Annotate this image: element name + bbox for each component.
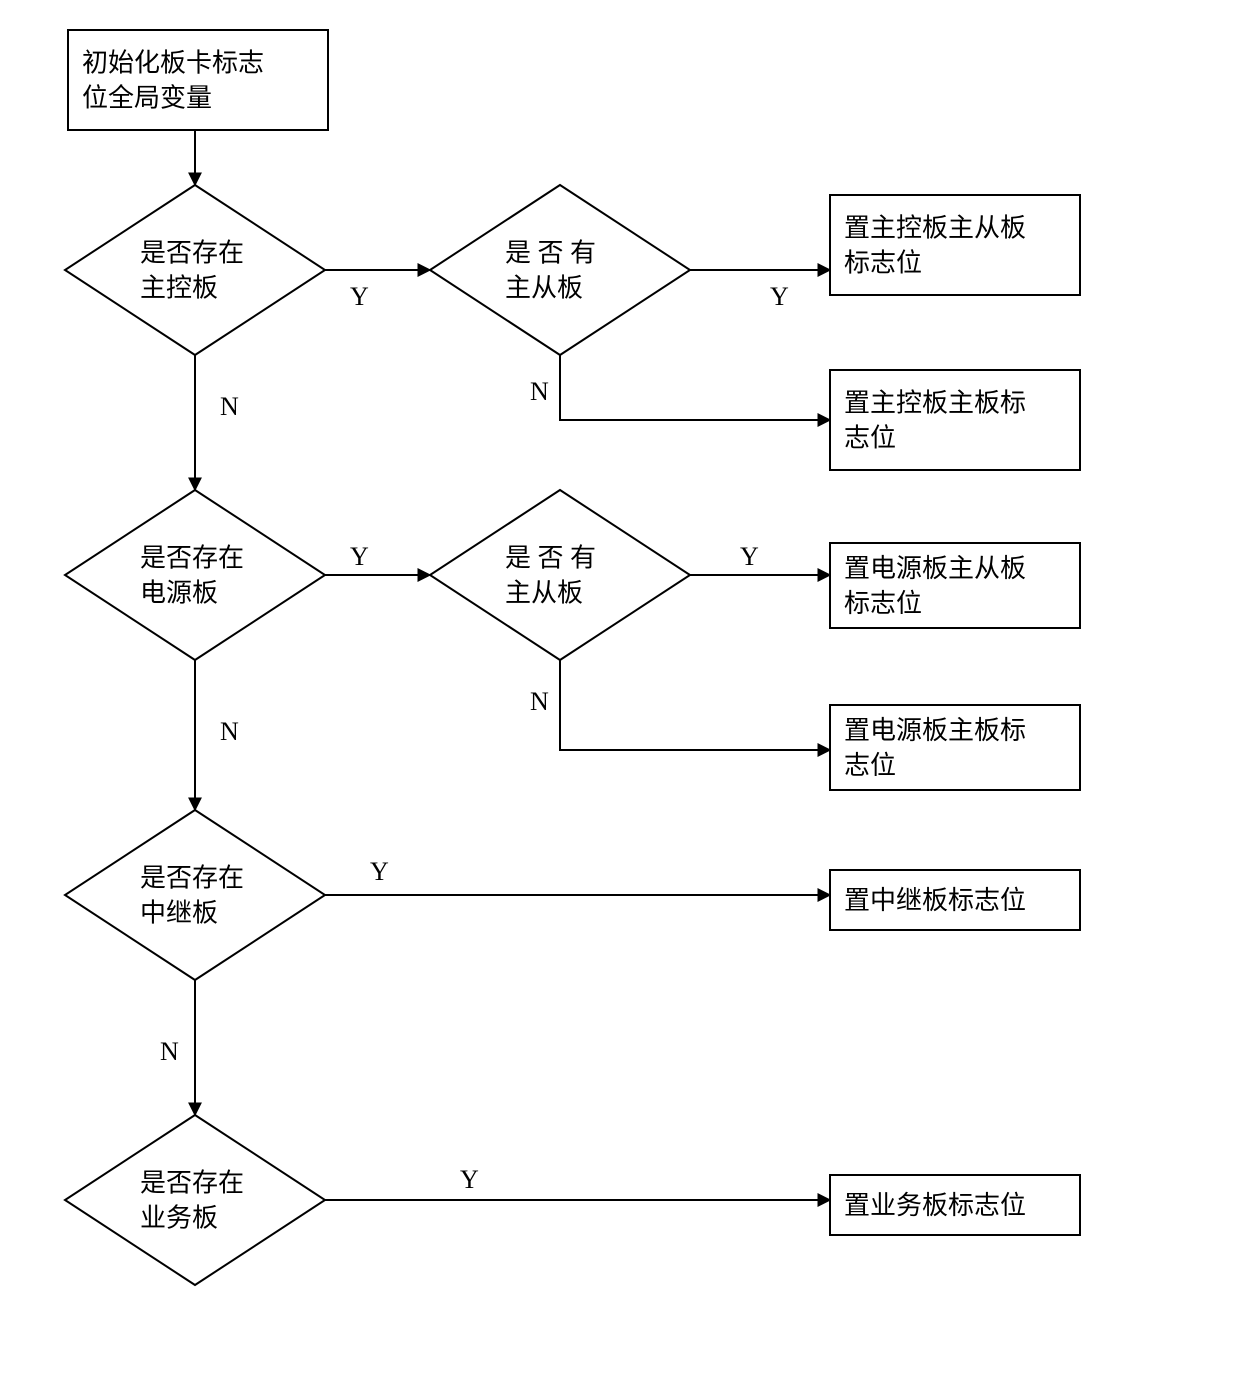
edge-label-3: N	[530, 377, 549, 406]
node-d_svc: 是否存在业务板	[65, 1115, 325, 1285]
edge-label-11: Y	[460, 1165, 479, 1194]
node-d_pwr_ms: 是 否 有主从板	[430, 490, 690, 660]
edge-label-2: Y	[770, 282, 789, 311]
edge-7	[560, 660, 830, 750]
node-text-r_svc: 置业务板标志位	[844, 1191, 1026, 1220]
edge-label-4: N	[220, 392, 239, 421]
node-start: 初始化板卡标志位全局变量	[68, 30, 328, 130]
node-d_relay: 是否存在中继板	[65, 810, 325, 980]
flowchart-diagram: YYNNYYNNYNY初始化板卡标志位全局变量是否存在主控板是 否 有主从板置主…	[0, 0, 1240, 1383]
node-d_pwr: 是否存在电源板	[65, 490, 325, 660]
edge-label-8: N	[220, 717, 239, 746]
node-d_mcb_ms: 是 否 有主从板	[430, 185, 690, 355]
node-text-r_relay: 置中继板标志位	[844, 886, 1026, 915]
edge-label-1: Y	[350, 282, 369, 311]
edge-label-5: Y	[350, 542, 369, 571]
node-r_mcb_m: 置主控板主板标志位	[830, 370, 1080, 470]
node-r_pwr_m: 置电源板主板标志位	[830, 705, 1080, 790]
node-r_relay: 置中继板标志位	[830, 870, 1080, 930]
node-r_pwr_ms: 置电源板主从板标志位	[830, 543, 1080, 628]
edge-label-6: Y	[740, 542, 759, 571]
node-r_mcb_ms: 置主控板主从板标志位	[830, 195, 1080, 295]
edge-label-7: N	[530, 687, 549, 716]
edge-label-9: Y	[370, 857, 389, 886]
node-r_svc: 置业务板标志位	[830, 1175, 1080, 1235]
edge-3	[560, 355, 830, 420]
edge-label-10: N	[160, 1037, 179, 1066]
node-d_mcb: 是否存在主控板	[65, 185, 325, 355]
